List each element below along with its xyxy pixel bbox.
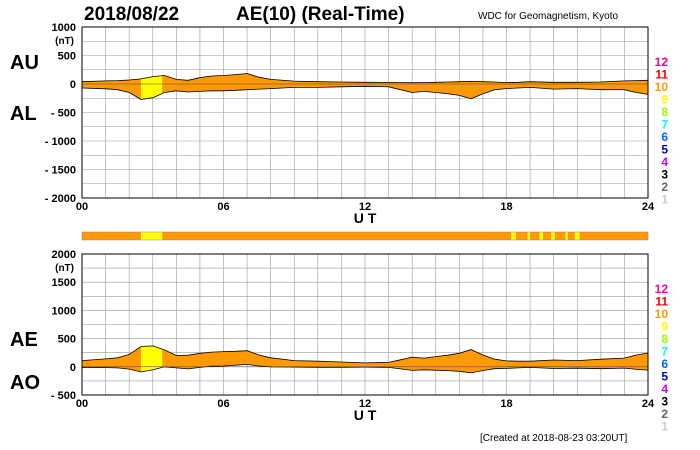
date-label: 2018/08/22 bbox=[84, 4, 180, 25]
bottom-unit-label: (nT) bbox=[55, 263, 74, 274]
bottom-legend-level-7: 7 bbox=[661, 345, 668, 359]
top-ytick-label: 500 bbox=[58, 51, 76, 63]
top-legend-level-1: 1 bbox=[661, 193, 668, 207]
bottom-ytick-label: 0 bbox=[70, 362, 76, 374]
top-legend-level-2: 2 bbox=[661, 180, 668, 194]
top-legend-level-7: 7 bbox=[661, 118, 668, 132]
bottom-legend-level-9: 9 bbox=[661, 320, 668, 334]
top-ytick-label: 0 bbox=[70, 79, 76, 91]
top-xtick-label: 12 bbox=[359, 201, 371, 213]
al-label: AL bbox=[10, 103, 37, 125]
top-legend-level-6: 6 bbox=[661, 130, 668, 144]
activity-bar-segment bbox=[162, 232, 512, 240]
bottom-legend-level-3: 3 bbox=[661, 395, 668, 409]
activity-bar-segment bbox=[527, 232, 531, 240]
activity-bar-segment bbox=[82, 232, 141, 240]
activity-bar-segment bbox=[511, 232, 516, 240]
top-legend-level-4: 4 bbox=[661, 155, 668, 169]
top-disturbed-band bbox=[140, 73, 163, 100]
top-legend-level-10: 10 bbox=[655, 80, 669, 94]
bottom-legend-level-6: 6 bbox=[661, 357, 668, 371]
top-ytick-label: - 1500 bbox=[45, 165, 76, 177]
top-legend-level-9: 9 bbox=[661, 93, 668, 107]
top-ytick-label: - 2000 bbox=[45, 193, 76, 205]
bottom-frame bbox=[81, 253, 649, 396]
activity-bar-segment bbox=[515, 232, 528, 240]
bottom-ytick-label: 1000 bbox=[52, 305, 76, 317]
activity-bar-segment bbox=[530, 232, 540, 240]
top-xaxis-title: U T bbox=[354, 210, 377, 226]
activity-bar-segment bbox=[539, 232, 544, 240]
bottom-legend-level-8: 8 bbox=[661, 332, 668, 346]
top-ytick-label: - 1000 bbox=[45, 136, 76, 148]
bottom-xtick-label: 24 bbox=[642, 398, 655, 410]
activity-bar-segment bbox=[554, 232, 566, 240]
top-series-al bbox=[81, 85, 649, 100]
top-xtick-label: 06 bbox=[217, 201, 229, 213]
activity-bar-segment bbox=[567, 232, 575, 240]
au-label: AU bbox=[10, 52, 39, 74]
activity-bar-segment bbox=[565, 232, 568, 240]
top-unit-label: (nT) bbox=[55, 36, 74, 47]
top-series-au bbox=[81, 73, 649, 84]
top-legend-level-11: 11 bbox=[655, 68, 668, 82]
top-legend-level-3: 3 bbox=[661, 168, 668, 182]
bottom-band bbox=[82, 345, 648, 373]
bottom-xtick-label: 00 bbox=[76, 398, 88, 410]
top-panel bbox=[81, 26, 649, 199]
top-xtick-label: 18 bbox=[500, 201, 512, 213]
bottom-legend-level-11: 11 bbox=[655, 295, 668, 309]
bottom-series-ae bbox=[81, 345, 649, 364]
activity-bar-segment bbox=[551, 232, 555, 240]
source-label: WDC for Geomagnetism, Kyoto bbox=[478, 11, 619, 22]
top-xtick-label: 00 bbox=[76, 201, 88, 213]
activity-bar-segment bbox=[579, 232, 648, 240]
top-ytick-label: - 500 bbox=[51, 108, 76, 120]
top-frame bbox=[81, 26, 649, 199]
bottom-series-ao bbox=[82, 363, 649, 374]
activity-bar-segment bbox=[574, 232, 580, 240]
activity-bar-segment bbox=[543, 232, 552, 240]
bottom-panel bbox=[81, 253, 649, 396]
bottom-legend-level-10: 10 bbox=[655, 307, 669, 321]
bottom-ytick-label: 500 bbox=[58, 334, 76, 346]
bottom-legend-level-1: 1 bbox=[661, 420, 668, 434]
bottom-ytick-label: - 500 bbox=[51, 390, 76, 402]
top-legend-level-5: 5 bbox=[661, 143, 668, 157]
top-ytick-label: 1000 bbox=[52, 22, 76, 34]
activity-bar-segment bbox=[140, 232, 163, 240]
ae-label: AE bbox=[10, 329, 38, 351]
top-legend-level-8: 8 bbox=[661, 105, 668, 119]
bottom-xaxis-title: U T bbox=[354, 407, 377, 423]
bottom-legend-level-5: 5 bbox=[661, 370, 668, 384]
top-xtick-label: 24 bbox=[642, 201, 655, 213]
bottom-ytick-label: 1500 bbox=[52, 277, 76, 289]
activity-bar-frame bbox=[81, 231, 649, 241]
bottom-xtick-label: 06 bbox=[217, 398, 229, 410]
ao-label: AO bbox=[10, 372, 40, 394]
bottom-xtick-label: 18 bbox=[500, 398, 512, 410]
bottom-disturbed-band bbox=[140, 345, 163, 373]
bottom-xtick-label: 12 bbox=[359, 398, 371, 410]
created-timestamp: [Created at 2018-08-23 03:20UT] bbox=[480, 433, 628, 444]
bottom-ytick-label: 2000 bbox=[52, 249, 76, 261]
top-band bbox=[82, 73, 648, 100]
bottom-legend-level-4: 4 bbox=[661, 382, 668, 396]
chart-title: AE(10) (Real-Time) bbox=[236, 4, 405, 25]
bottom-legend-level-12: 12 bbox=[655, 282, 669, 296]
bottom-legend-level-2: 2 bbox=[661, 407, 668, 421]
top-legend-level-12: 12 bbox=[655, 55, 669, 69]
